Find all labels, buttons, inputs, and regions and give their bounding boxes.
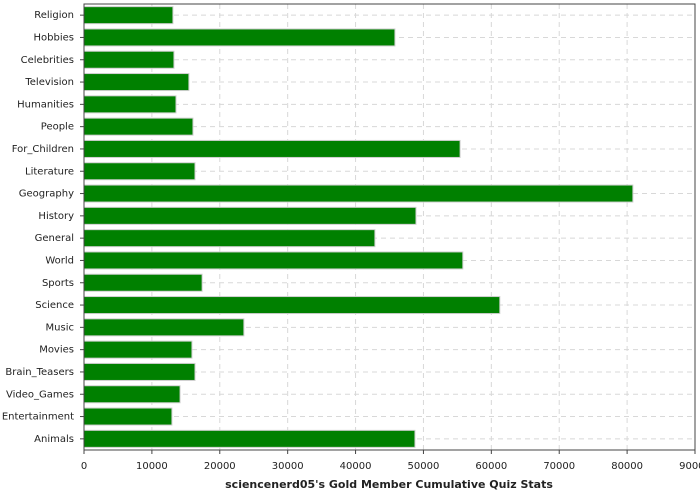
y-tick-label: Geography: [19, 189, 74, 200]
bar: [83, 73, 190, 92]
bar: [83, 139, 461, 158]
bar: [83, 340, 193, 359]
bar: [83, 362, 196, 381]
y-tick-label: Science: [35, 300, 74, 311]
x-tick-label: 70000: [543, 461, 575, 472]
y-tick-label: Music: [46, 322, 74, 333]
bar: [83, 95, 177, 114]
y-tick-label: Humanities: [17, 99, 74, 110]
bar: [83, 206, 417, 225]
plot-frame: [83, 3, 696, 451]
bar: [83, 407, 173, 426]
x-axis-title: sciencenerd05's Gold Member Cumulative Q…: [225, 478, 553, 491]
y-tick-label: Celebrities: [21, 55, 74, 66]
x-tick-label: 80000: [611, 461, 643, 472]
y-tick-label: Sports: [42, 278, 74, 289]
bar: [83, 251, 464, 270]
x-tick-label: 90000: [679, 461, 700, 472]
y-tick-label: Hobbies: [34, 32, 74, 43]
bar: [83, 296, 501, 315]
bar: [83, 318, 245, 337]
y-tick-label: Literature: [25, 166, 74, 177]
x-tick-label: 40000: [340, 461, 372, 472]
y-tick-label: Movies: [39, 345, 74, 356]
x-tick-label: 60000: [475, 461, 507, 472]
x-tick-label: 20000: [204, 461, 236, 472]
y-tick-label: People: [41, 122, 74, 133]
y-tick-label: Television: [24, 77, 74, 88]
bar: [83, 50, 175, 69]
bar: [83, 184, 634, 203]
bar: [83, 162, 196, 181]
x-tick-label: 0: [81, 461, 87, 472]
bar: [83, 385, 181, 404]
bar: [83, 273, 203, 292]
y-tick-label: Religion: [34, 10, 74, 21]
y-tick-label: World: [45, 255, 74, 266]
bar: [83, 6, 174, 25]
y-tick-label: Brain_Teasers: [5, 367, 74, 378]
y-tick-label: Animals: [34, 434, 74, 445]
y-tick-label: Entertainment: [2, 412, 74, 423]
bar: [83, 117, 194, 136]
y-tick-label: History: [38, 211, 74, 222]
y-tick-label: General: [35, 233, 74, 244]
y-tick-label: For_Children: [12, 144, 74, 155]
x-tick-label: 30000: [272, 461, 304, 472]
bar: [83, 229, 376, 248]
y-tick-label: Video_Games: [6, 389, 74, 400]
bar: [83, 429, 416, 448]
x-tick-label: 10000: [136, 461, 168, 472]
bar: [83, 28, 396, 47]
x-tick-label: 50000: [408, 461, 440, 472]
